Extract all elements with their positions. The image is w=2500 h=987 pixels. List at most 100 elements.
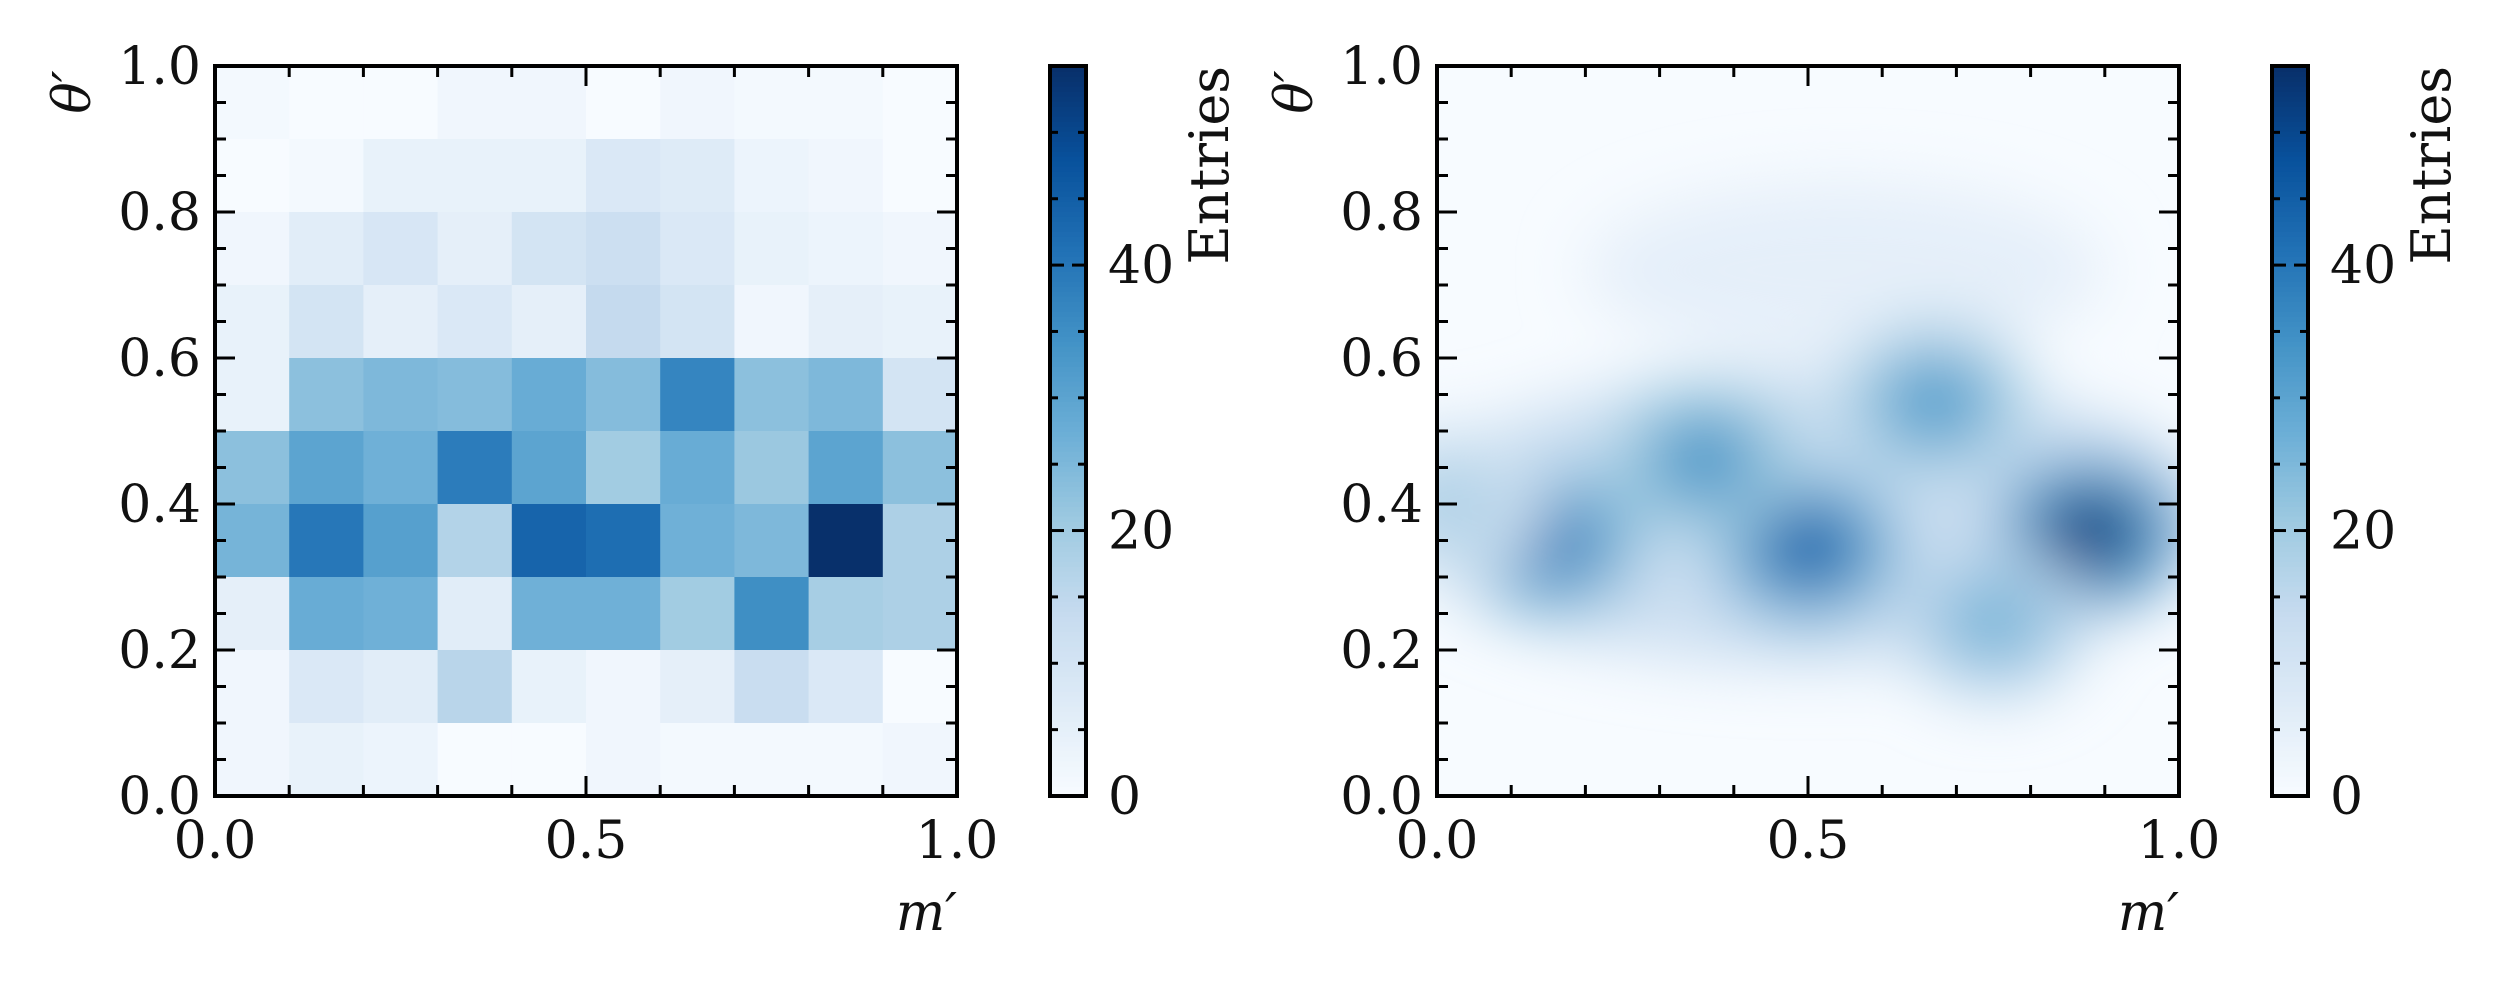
histogram-cell	[660, 66, 735, 140]
colorbar-swatch	[1050, 776, 1086, 782]
colorbar-swatch	[1050, 676, 1086, 682]
colorbar-swatch	[2272, 181, 2308, 187]
colorbar-swatch	[1050, 496, 1086, 502]
colorbar-swatch	[2272, 436, 2308, 442]
colorbar-swatch	[2272, 276, 2308, 282]
colorbar-swatch	[2272, 321, 2308, 327]
colorbar-swatch	[1050, 476, 1086, 482]
histogram-cell	[363, 139, 439, 213]
histogram-cell	[437, 212, 513, 286]
colorbar-swatch	[1050, 431, 1086, 437]
x-tick-label: 0.5	[1767, 811, 1850, 871]
colorbar-swatch	[2272, 676, 2308, 682]
kde-panel: 0.0 0.2 0.4 0.6 0.8 1.0 0.0 0.5 1.0 θ′ m′	[1265, 37, 2220, 943]
colorbar-swatch	[2272, 686, 2308, 692]
colorbar-swatch	[1050, 526, 1086, 532]
histogram-cell	[511, 212, 587, 286]
histogram-cell	[882, 139, 958, 213]
colorbar-tick-label: 40	[2330, 236, 2396, 296]
colorbar-swatch	[2272, 681, 2308, 687]
colorbar-left: 0 20 40 Entries	[1048, 64, 1241, 827]
colorbar-swatch	[2272, 261, 2308, 267]
colorbar-swatch	[2272, 206, 2308, 212]
colorbar-swatch	[1050, 681, 1086, 687]
histogram-cell	[289, 212, 364, 286]
y-tick-label: 1.0	[1340, 37, 1423, 97]
histogram-cell	[289, 431, 364, 505]
colorbar-swatch	[1050, 576, 1086, 582]
colorbar-frame-right	[2270, 64, 2310, 798]
histogram-cell	[363, 285, 439, 359]
colorbar-swatch	[1050, 196, 1086, 202]
histogram-cell	[808, 358, 884, 432]
histogram-cell	[734, 577, 810, 651]
colorbar-swatch	[1050, 231, 1086, 237]
colorbar-swatch	[1050, 361, 1086, 367]
colorbar-swatch	[2272, 326, 2308, 332]
colorbar-swatch	[1050, 691, 1086, 697]
colorbar-swatch	[2272, 621, 2308, 627]
kde-peak	[1756, 505, 1860, 590]
histogram-cell	[215, 577, 290, 651]
colorbar-swatch	[2272, 471, 2308, 477]
axis-ticks-left: 0.0 0.2 0.4 0.6 0.8 1.0 0.0 0.5 1.0	[118, 37, 998, 871]
y-tick-label: 0.2	[118, 621, 201, 681]
colorbar-tick-label: 40	[1108, 236, 1174, 296]
histogram-cell	[660, 358, 735, 432]
colorbar-swatch	[2272, 211, 2308, 217]
colorbar-swatch	[2272, 111, 2308, 117]
x-tick-label: 0.0	[1396, 811, 1479, 871]
colorbar-swatch	[1050, 136, 1086, 142]
colorbar-swatch	[1050, 516, 1086, 522]
histogram-cell	[511, 358, 587, 432]
colorbar-swatch	[1050, 486, 1086, 492]
histogram-cell	[734, 431, 810, 505]
colorbar-swatch	[1050, 761, 1086, 767]
histogram-cell	[882, 358, 958, 432]
histogram-cell	[437, 577, 513, 651]
histogram-cell	[882, 66, 958, 140]
colorbar-swatch	[2272, 711, 2308, 717]
colorbar-swatch	[2272, 216, 2308, 222]
colorbar-swatch	[1050, 741, 1086, 747]
colorbar-swatch	[1050, 466, 1086, 472]
colorbar-swatch	[1050, 666, 1086, 672]
colorbar-swatch	[1050, 211, 1086, 217]
colorbar-swatch	[2272, 561, 2308, 567]
histogram-cell	[882, 650, 958, 724]
histogram-cell	[363, 577, 439, 651]
colorbar-swatch	[2272, 701, 2308, 707]
colorbar-swatch	[1050, 246, 1086, 252]
colorbar-swatch	[1050, 656, 1086, 662]
colorbar-swatch	[2272, 156, 2308, 162]
colorbar-swatch	[1050, 626, 1086, 632]
colorbar-swatch	[1050, 631, 1086, 637]
y-tick-label: 1.0	[118, 37, 201, 97]
colorbar-swatch	[1050, 746, 1086, 752]
colorbar-swatch	[1050, 561, 1086, 567]
colorbar-swatch	[2272, 781, 2308, 787]
histogram-cell	[660, 212, 735, 286]
colorbar-swatch	[2272, 771, 2308, 777]
colorbar-swatch	[2272, 96, 2308, 102]
histogram-cell	[586, 358, 661, 432]
colorbar-swatch	[2272, 481, 2308, 487]
colorbar-swatch	[2272, 101, 2308, 107]
colorbar-swatch	[2272, 486, 2308, 492]
colorbar-swatch	[2272, 426, 2308, 432]
colorbar-swatch	[1050, 291, 1086, 297]
colorbar-swatch	[2272, 266, 2308, 272]
colorbar-swatch	[1050, 706, 1086, 712]
histogram-cell	[660, 723, 735, 797]
histogram-cell	[734, 139, 810, 213]
colorbar-swatch	[1050, 296, 1086, 302]
colorbar-swatch	[2272, 121, 2308, 127]
colorbar-swatch	[2272, 541, 2308, 547]
colorbar-ticks-left: 0 20 40	[1050, 130, 1174, 827]
histogram-cell	[437, 431, 513, 505]
colorbar-swatch	[2272, 346, 2308, 352]
colorbar-swatch	[2272, 766, 2308, 772]
colorbar-swatch	[1050, 301, 1086, 307]
colorbar-swatch	[1050, 711, 1086, 717]
colorbar-swatch	[2272, 506, 2308, 512]
